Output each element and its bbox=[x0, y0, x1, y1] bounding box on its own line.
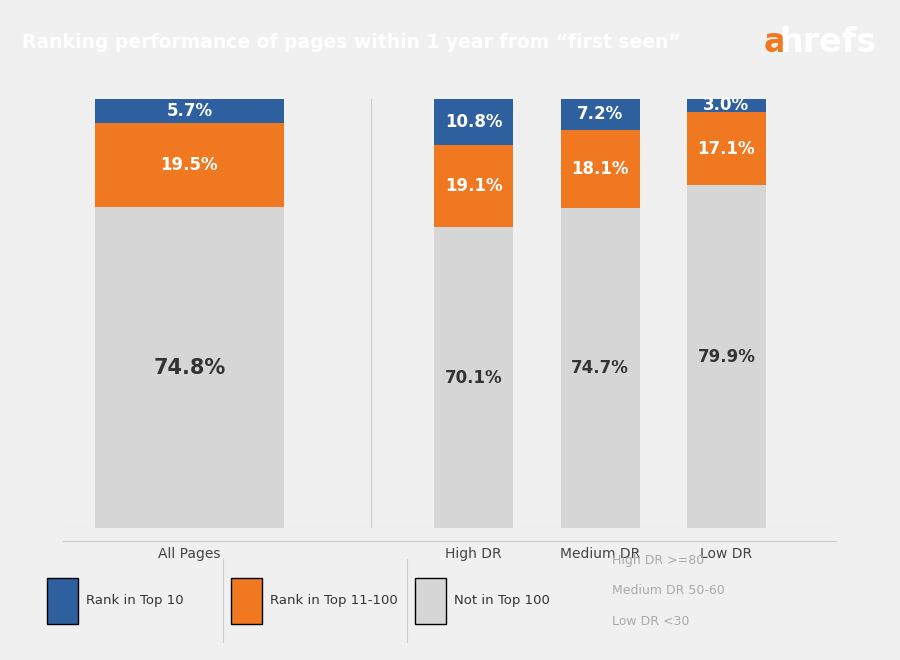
Text: 5.7%: 5.7% bbox=[166, 102, 212, 120]
FancyBboxPatch shape bbox=[416, 578, 446, 624]
Text: 7.2%: 7.2% bbox=[577, 106, 623, 123]
Text: 17.1%: 17.1% bbox=[698, 139, 755, 158]
Bar bbox=[94, 207, 284, 528]
Text: Rank in Top 10: Rank in Top 10 bbox=[86, 594, 184, 607]
Text: 79.9%: 79.9% bbox=[698, 348, 755, 366]
Bar bbox=[434, 227, 513, 528]
Bar bbox=[561, 130, 640, 207]
Text: 74.8%: 74.8% bbox=[153, 358, 226, 378]
Text: Not in Top 100: Not in Top 100 bbox=[454, 594, 551, 607]
FancyBboxPatch shape bbox=[231, 578, 262, 624]
Bar bbox=[687, 185, 766, 528]
Text: Rank in Top 11-100: Rank in Top 11-100 bbox=[270, 594, 398, 607]
Text: High DR >=80: High DR >=80 bbox=[612, 554, 704, 568]
Bar bbox=[687, 112, 766, 185]
Text: All Pages: All Pages bbox=[158, 547, 220, 561]
Text: Medium DR: Medium DR bbox=[560, 547, 640, 561]
Bar bbox=[687, 99, 766, 112]
Bar bbox=[434, 99, 513, 145]
Text: 19.1%: 19.1% bbox=[445, 178, 502, 195]
Text: 18.1%: 18.1% bbox=[572, 160, 629, 178]
Text: 74.7%: 74.7% bbox=[572, 359, 629, 377]
Text: Ranking performance of pages within 1 year from “first seen”: Ranking performance of pages within 1 ye… bbox=[22, 34, 681, 52]
Text: High DR: High DR bbox=[446, 547, 502, 561]
Text: 19.5%: 19.5% bbox=[160, 156, 218, 174]
Text: 3.0%: 3.0% bbox=[704, 96, 750, 114]
Text: hrefs: hrefs bbox=[779, 26, 877, 59]
Bar bbox=[94, 99, 284, 123]
Text: 10.8%: 10.8% bbox=[445, 113, 502, 131]
Bar bbox=[561, 99, 640, 130]
Text: a: a bbox=[763, 26, 786, 59]
Bar bbox=[434, 145, 513, 227]
Text: Low DR: Low DR bbox=[700, 547, 752, 561]
Bar bbox=[94, 123, 284, 207]
Text: 70.1%: 70.1% bbox=[445, 369, 502, 387]
Bar bbox=[561, 207, 640, 528]
Text: Low DR <30: Low DR <30 bbox=[612, 614, 689, 628]
Text: Medium DR 50-60: Medium DR 50-60 bbox=[612, 585, 724, 597]
FancyBboxPatch shape bbox=[47, 578, 77, 624]
